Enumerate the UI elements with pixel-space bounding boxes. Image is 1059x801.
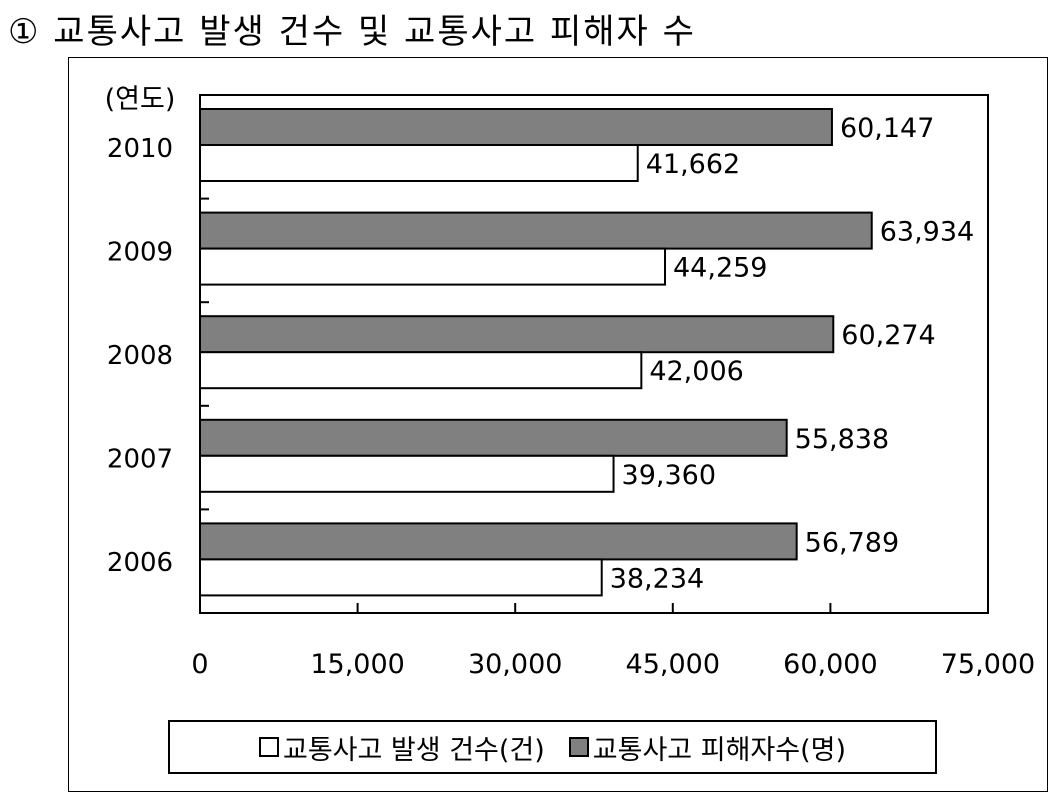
category-label: 2008	[107, 341, 173, 371]
x-tick-label: 0	[191, 649, 208, 680]
legend-swatch-gray	[568, 737, 589, 757]
bar	[199, 211, 873, 250]
x-tick-label: 15,000	[310, 649, 404, 680]
x-tick-label: 45,000	[626, 649, 720, 680]
x-tick-label: 60,000	[783, 649, 877, 680]
bar	[199, 454, 615, 493]
data-label: 44,259	[673, 253, 767, 284]
legend-item-victims: 교통사고 피해자수(명)	[568, 728, 846, 767]
category-label: 2007	[107, 445, 173, 475]
data-label: 41,662	[646, 149, 740, 180]
category-label: 2009	[107, 237, 173, 267]
legend-swatch-white	[258, 737, 279, 757]
data-label: 39,360	[622, 460, 716, 491]
y-axis-label: (연도)	[105, 84, 176, 115]
bar	[199, 144, 639, 182]
chart-frame	[68, 57, 1048, 792]
x-tick-label: 75,000	[941, 649, 1035, 680]
bar	[199, 108, 833, 146]
data-label: 63,934	[880, 217, 974, 248]
data-label: 38,234	[610, 563, 704, 594]
category-label: 2010	[107, 134, 173, 164]
chart-legend: 교통사고 발생 건수(건) 교통사고 피해자수(명)	[168, 720, 937, 774]
data-label: 55,838	[795, 424, 889, 455]
bar	[199, 522, 798, 561]
data-label: 60,274	[841, 320, 935, 351]
category-label: 2006	[107, 548, 173, 578]
x-tick-label: 30,000	[468, 649, 562, 680]
bar	[199, 558, 603, 597]
legend-item-accidents: 교통사고 발생 건수(건)	[258, 728, 545, 767]
legend-label-victims: 교통사고 피해자수(명)	[592, 734, 846, 766]
bar	[199, 418, 788, 457]
data-label: 60,147	[840, 113, 934, 144]
legend-label-accidents: 교통사고 발생 건수(건)	[282, 734, 545, 766]
data-label: 42,006	[649, 356, 743, 387]
bar	[199, 315, 835, 354]
data-label: 56,789	[805, 527, 899, 558]
bar	[199, 351, 643, 390]
page-title: ① 교통사고 발생 건수 및 교통사고 피해자 수	[8, 12, 696, 52]
bar	[199, 247, 667, 286]
